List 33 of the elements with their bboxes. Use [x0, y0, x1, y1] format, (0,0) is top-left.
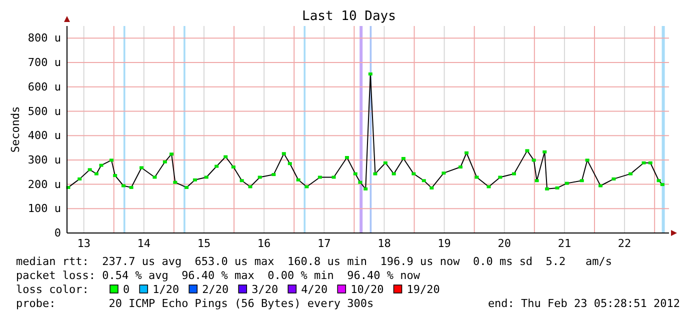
y-tick-label: 100 u [28, 202, 61, 216]
y-tick-label: 300 u [28, 153, 61, 166]
x-tick-label: 22 [618, 236, 632, 250]
x-tick-label: 14 [137, 236, 151, 250]
text: 1/20 [152, 283, 180, 296]
x-tick-label: 21 [558, 236, 572, 250]
text: 3/20 [252, 283, 278, 296]
text: median rtt: 237.7 us avg 653.0 us max 160.8 us min 196.9 us now 0.0 ms sd 5.2 am/s [16, 255, 612, 268]
chart-title: Last 10 Days [302, 9, 396, 24]
text: probe: 20 ICMP Echo Pings (56 Bytes) every 300s [16, 297, 374, 310]
y-tick-label: 600 u [28, 80, 61, 94]
x-tick-label: 17 [318, 236, 331, 250]
y-tick-label: 800 u [28, 32, 61, 45]
text: 2/20 [202, 283, 229, 296]
x-tick-label: 20 [498, 236, 512, 250]
x-tick-label: 18 [378, 236, 391, 250]
y-axis-title: Seconds [9, 106, 22, 153]
text: 19/20 [406, 283, 440, 296]
text: end: Thu Feb 23 05:28:51 2012 [488, 297, 680, 310]
x-tick-label: 19 [438, 236, 451, 250]
y-tick-label: 400 u [28, 129, 61, 142]
y-tick-label: 200 u [28, 178, 61, 191]
text: 10/20 [350, 283, 384, 296]
y-tick-label: 0 [54, 226, 61, 240]
text: 0 [123, 283, 130, 296]
y-tick-label: 700 u [28, 56, 61, 70]
text: loss color: [16, 283, 89, 296]
y-tick-label: 500 u [28, 104, 61, 118]
text: 4/20 [301, 283, 328, 296]
x-tick-label: 13 [77, 236, 90, 250]
text: packet loss: 0.54 % avg 96.40 % max 0.00 % min 96.40 % now [16, 269, 420, 282]
x-tick-label: 15 [197, 236, 211, 250]
x-tick-label: 16 [257, 236, 271, 250]
